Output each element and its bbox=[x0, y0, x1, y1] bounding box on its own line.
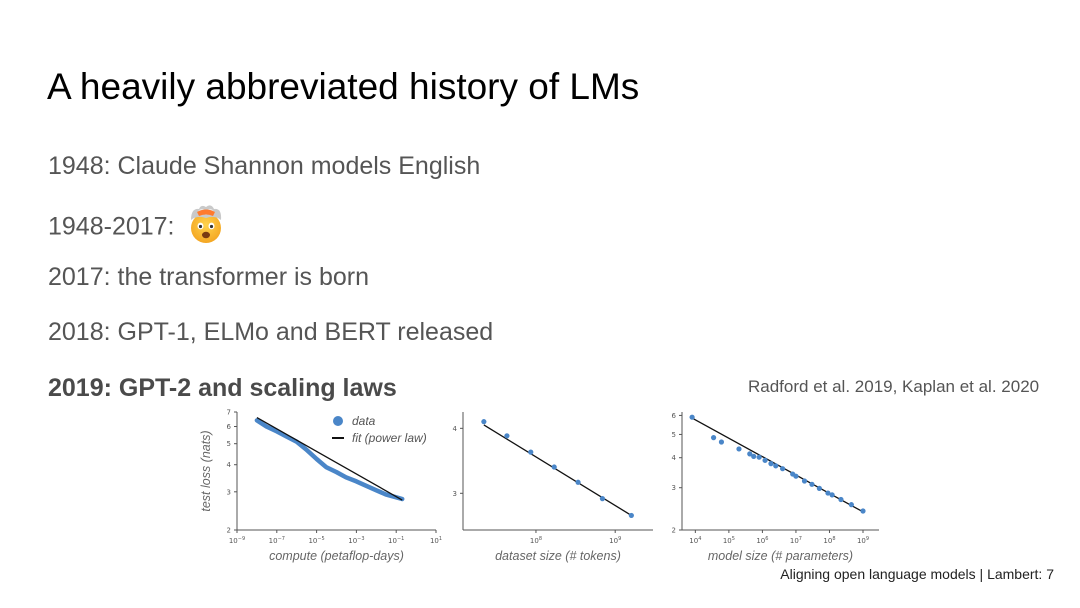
y-tick-label: 3 bbox=[453, 490, 457, 498]
x-tick-label: 107 bbox=[790, 536, 802, 545]
data-point bbox=[838, 496, 844, 503]
y-tick-label: 6 bbox=[227, 423, 232, 431]
y-tick-label: 2 bbox=[227, 527, 231, 535]
data-point bbox=[481, 419, 487, 425]
x-tick-label: 10−7 bbox=[269, 536, 285, 545]
y-tick-label: 5 bbox=[227, 440, 231, 448]
y-tick-label: 3 bbox=[672, 484, 676, 492]
y-axis-label: test loss (nats) bbox=[199, 430, 213, 511]
data-point bbox=[751, 453, 757, 460]
data-point bbox=[718, 439, 725, 445]
citation: Radford et al. 2019, Kaplan et al. 2020 bbox=[748, 377, 1040, 396]
data-point bbox=[689, 414, 695, 420]
data-point bbox=[599, 496, 606, 502]
data-point bbox=[756, 454, 762, 460]
timeline-item-2018: 2018: GPT-1, ELMo and BERT released bbox=[48, 318, 494, 346]
data-point bbox=[809, 481, 815, 487]
y-tick-label: 4 bbox=[453, 425, 458, 433]
y-tick-label: 4 bbox=[227, 461, 232, 469]
fit-line bbox=[256, 416, 403, 501]
data-point bbox=[747, 451, 753, 457]
y-tick-label: 7 bbox=[227, 409, 231, 417]
data-band bbox=[254, 418, 405, 502]
x-tick-label: 10−5 bbox=[308, 536, 324, 545]
x-tick-label: 108 bbox=[823, 536, 835, 545]
legend-data-marker bbox=[333, 416, 343, 426]
data-point bbox=[736, 446, 742, 452]
dataset-size-loss-chart: 108 109 3 4 dataset size (# tokens) bbox=[453, 412, 653, 563]
data-point bbox=[710, 435, 717, 441]
data-point bbox=[816, 485, 822, 492]
x-tick-label: 109 bbox=[609, 536, 621, 545]
y-tick-label: 5 bbox=[672, 431, 676, 439]
x-tick-label: 109 bbox=[857, 536, 869, 545]
x-tick-label: 106 bbox=[756, 536, 768, 545]
timeline-item-1948: 1948: Claude Shannon models English bbox=[48, 152, 481, 180]
data-point bbox=[551, 464, 557, 470]
timeline-item-2017: 2017: the transformer is born bbox=[48, 263, 369, 291]
x-tick-label: 104 bbox=[689, 536, 701, 545]
data-point bbox=[779, 466, 786, 472]
x-axis-label: model size (# parameters) bbox=[708, 549, 853, 563]
timeline-item-1948-2017: 1948-2017: bbox=[48, 205, 227, 249]
x-axis-label: dataset size (# tokens) bbox=[495, 549, 621, 563]
x-tick-label: 10−1 bbox=[388, 536, 404, 545]
x-tick-label: 105 bbox=[723, 536, 735, 545]
y-tick-label: 2 bbox=[672, 527, 676, 535]
data-point bbox=[829, 492, 835, 498]
data-point bbox=[793, 473, 799, 479]
x-tick-label: 108 bbox=[530, 536, 542, 545]
data-point bbox=[801, 478, 808, 484]
data-point bbox=[504, 433, 510, 439]
data-point bbox=[628, 512, 634, 519]
slide-footer: Aligning open language models | Lambert:… bbox=[780, 566, 1054, 582]
x-tick-label: 101 bbox=[430, 536, 442, 545]
y-tick-label: 6 bbox=[672, 412, 677, 420]
x-axis-label: compute (petaflop-days) bbox=[269, 549, 404, 563]
data-point bbox=[848, 502, 854, 508]
model-size-loss-chart: 104 105 106 107 108 109 2 3 4 5 6 model size (# par… bbox=[672, 412, 879, 563]
data-point bbox=[773, 463, 779, 469]
data-point bbox=[825, 490, 831, 496]
x-tick-label: 10−9 bbox=[229, 536, 245, 545]
legend-fit-label: fit (power law) bbox=[352, 431, 427, 445]
data-point bbox=[860, 508, 866, 514]
timeline-item-2019: 2019: GPT-2 and scaling laws bbox=[48, 374, 397, 402]
fit-line bbox=[483, 424, 632, 516]
y-tick-label: 3 bbox=[227, 488, 231, 496]
legend-data-label: data bbox=[352, 414, 376, 428]
y-tick-label: 4 bbox=[672, 454, 677, 462]
compute-loss-chart: 10−9 10−7 10−5 10−3 10−1 101 2 3 4 5 6 7 compute (pe… bbox=[199, 409, 442, 564]
data-point bbox=[528, 449, 534, 455]
slide-title: A heavily abbreviated history of LMs bbox=[47, 66, 640, 107]
data-point bbox=[762, 457, 768, 463]
exploding-head-icon bbox=[185, 203, 227, 245]
data-point bbox=[575, 479, 581, 485]
data-point bbox=[768, 461, 774, 467]
x-tick-label: 10−3 bbox=[348, 536, 364, 545]
